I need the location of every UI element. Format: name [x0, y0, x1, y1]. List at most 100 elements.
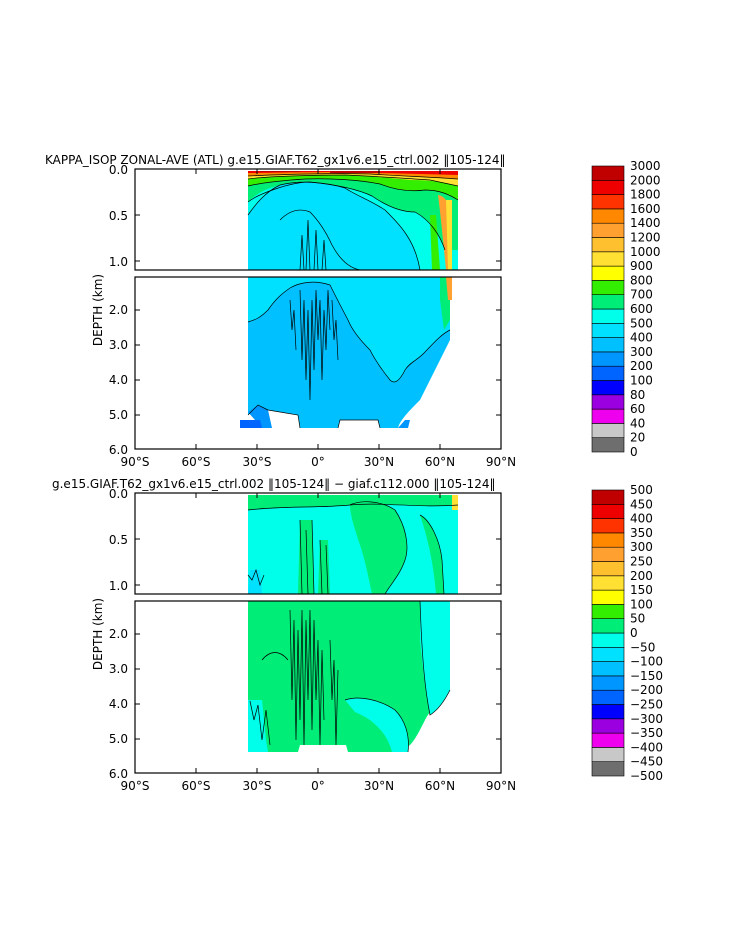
colorbar-level-label: 450 [630, 497, 653, 511]
plot-upper [247, 495, 459, 594]
x-tick-label: 90°S [121, 455, 150, 469]
colorbar-level-label: 100 [630, 374, 653, 388]
y-tick-label: 4.0 [109, 373, 128, 387]
colorbar-swatch [591, 561, 625, 577]
colorbar-swatch [591, 337, 625, 353]
colorbar-swatch [591, 675, 625, 691]
y-tick-label: 1.0 [109, 579, 128, 593]
y-tick-label: 0.0 [109, 163, 128, 177]
colorbar-swatch [591, 632, 625, 648]
colorbar-swatch [591, 532, 625, 548]
x-tick-label: 30°N [364, 455, 394, 469]
colorbar-swatch [591, 646, 625, 662]
colorbar-swatch [591, 408, 625, 424]
x-tick-label: 90°N [486, 779, 516, 793]
colorbar-level-label: −200 [630, 683, 663, 697]
colorbar-swatch [591, 165, 625, 181]
x-tick-label: 0° [311, 779, 325, 793]
colorbar-swatch [591, 380, 625, 396]
field-green-top [248, 495, 458, 510]
colorbar-level-label: −250 [630, 698, 663, 712]
field-north-spot [452, 495, 458, 510]
colorbar-swatch [591, 294, 625, 310]
x-tick-label: 60°S [182, 455, 211, 469]
colorbar-swatch [591, 761, 625, 777]
colorbar-level-label: −300 [630, 712, 663, 726]
field-cyan-north [420, 601, 450, 715]
plot-lower [248, 601, 451, 753]
panel-difference: g.e15.GIAF.T62_gx1v6.e15_ctrl.002 ‖105-1… [52, 477, 663, 793]
colorbar-level-label: 200 [630, 569, 653, 583]
colorbar-level-label: −450 [630, 755, 663, 769]
y-tick-label: 2.0 [109, 303, 128, 317]
y-tick-label: 6.0 [109, 767, 128, 781]
x-tick-label: 30°S [243, 779, 272, 793]
y-tick-label: 3.0 [109, 338, 128, 352]
colorbar-swatch [591, 194, 625, 210]
field-green [350, 501, 407, 594]
colorbar-level-label: 500 [630, 483, 653, 497]
colorbar-swatch [591, 265, 625, 281]
contours-lower [247, 281, 451, 429]
x-tick-label: 0° [311, 455, 325, 469]
colorbar-level-label: 150 [630, 583, 653, 597]
contours [247, 501, 459, 594]
panel-title: KAPPA_ISOP ZONAL-AVE (ATL) g.e15.GIAF.T6… [45, 153, 505, 167]
y-tick-label: 5.0 [109, 408, 128, 422]
colorbar-swatch [591, 546, 625, 562]
axis-ticks [134, 492, 502, 774]
field-darkred [260, 171, 380, 173]
colorbar-swatch [591, 322, 625, 338]
colorbar-level-label: −150 [630, 669, 663, 683]
axis-ticks [134, 168, 502, 450]
colorbar-level-label: 200 [630, 359, 653, 373]
colorbar-swatch [591, 689, 625, 705]
colorbar-level-label: 0 [630, 445, 638, 459]
colorbar-swatch [591, 489, 625, 505]
colorbar-swatch [591, 718, 625, 734]
colorbar-level-label: −500 [630, 769, 663, 783]
contours-lower [249, 601, 451, 753]
colorbar-swatch [591, 618, 625, 634]
colorbar-swatch [591, 365, 625, 381]
field-north-yellow [446, 200, 452, 270]
y-axis-label: DEPTH (km) [91, 274, 105, 346]
plot-lower [240, 277, 452, 429]
y-tick-label: 0.5 [109, 209, 128, 223]
x-tick-label: 30°S [243, 455, 272, 469]
colorbar-level-label: 50 [630, 612, 645, 626]
colorbar-swatch [591, 437, 625, 453]
x-tick-label: 60°N [425, 455, 455, 469]
y-tick-label: 2.0 [109, 627, 128, 641]
colorbar-level-label: 3000 [630, 159, 661, 173]
colorbar-swatch [591, 575, 625, 591]
colorbar: −500−450−400−350−300−250−200−150−100−500… [591, 483, 663, 783]
colorbar-level-label: 800 [630, 273, 653, 287]
colorbar-swatch [591, 280, 625, 295]
colorbar-swatch [591, 180, 625, 195]
y-tick-label: 0.5 [109, 533, 128, 547]
x-tick-label: 90°S [121, 779, 150, 793]
x-tick-label: 60°N [425, 779, 455, 793]
colorbar-level-label: 400 [630, 331, 653, 345]
panel-kappa-isop: KAPPA_ISOP ZONAL-AVE (ATL) g.e15.GIAF.T6… [45, 153, 661, 469]
field-green [248, 171, 458, 250]
colorbar-swatch [591, 237, 625, 253]
field-cyan-strip [248, 570, 262, 594]
y-tick-label: 3.0 [109, 662, 128, 676]
y-tick-label: 5.0 [109, 732, 128, 746]
field-north-green [430, 215, 440, 270]
field-red [248, 171, 458, 175]
field-cyan-deep [345, 698, 409, 752]
colorbar-level-label: 0 [630, 626, 638, 640]
colorbar-swatch [591, 732, 625, 748]
colorbar-level-label: −100 [630, 655, 663, 669]
field-green-north [420, 515, 444, 594]
colorbar-level-label: 1800 [630, 188, 661, 202]
colorbar-swatch [591, 394, 625, 410]
colorbar-swatch [591, 704, 625, 720]
colorbar-level-label: 700 [630, 288, 653, 302]
colorbar-level-label: 350 [630, 526, 653, 540]
y-axis-label: DEPTH (km) [91, 598, 105, 670]
